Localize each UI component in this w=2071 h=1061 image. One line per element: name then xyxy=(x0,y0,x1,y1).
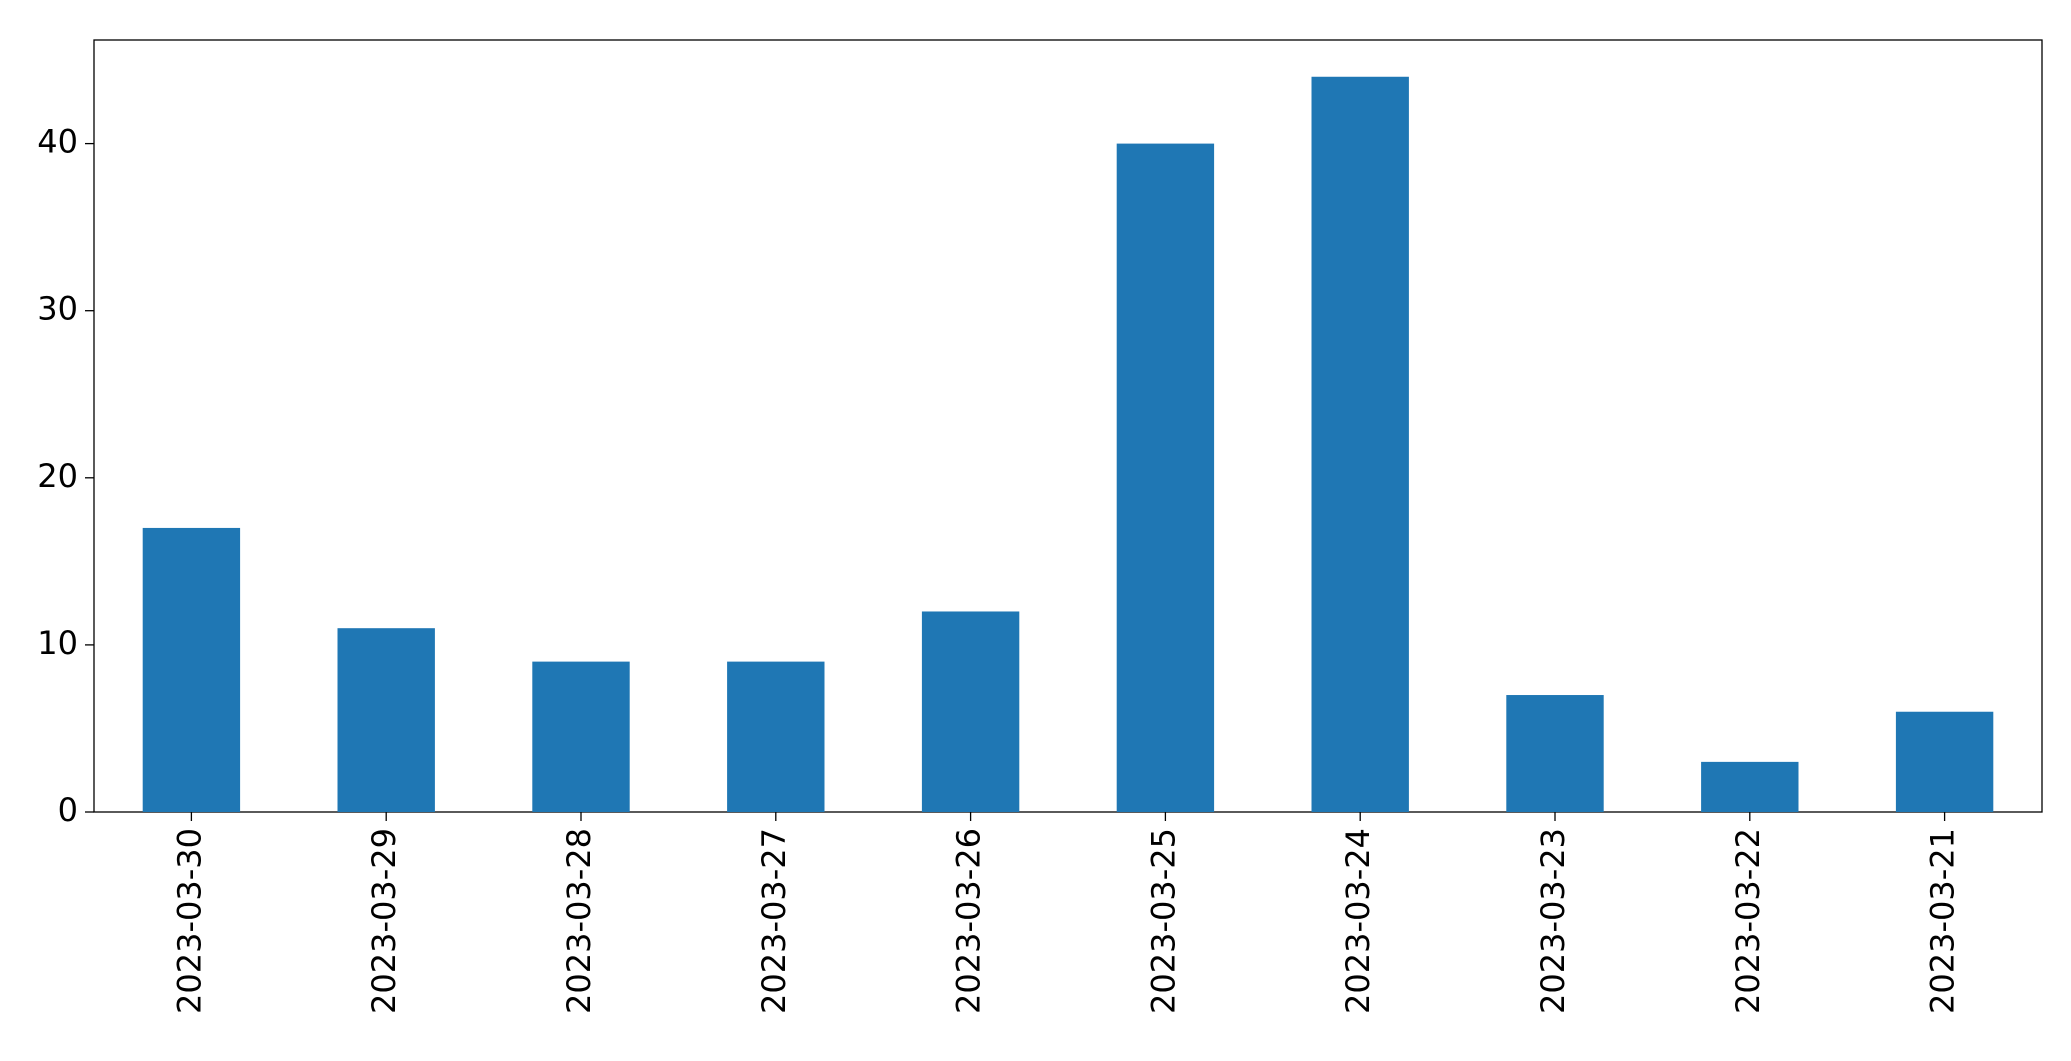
x-tick-label: 2023-03-22 xyxy=(1729,828,1767,1014)
y-tick-label: 10 xyxy=(37,624,78,662)
bar xyxy=(1506,695,1604,812)
y-tick-label: 0 xyxy=(58,791,78,829)
y-tick-label: 40 xyxy=(37,123,78,161)
x-tick-label: 2023-03-29 xyxy=(365,828,403,1014)
bar xyxy=(337,628,435,812)
x-tick-label: 2023-03-26 xyxy=(950,828,988,1014)
y-tick-label: 30 xyxy=(37,290,78,328)
x-tick-label: 2023-03-28 xyxy=(560,828,598,1014)
bar xyxy=(142,527,241,812)
x-tick-label: 2023-03-25 xyxy=(1144,828,1182,1014)
bar xyxy=(921,611,1020,812)
bar xyxy=(1311,76,1409,812)
x-tick-label: 2023-03-30 xyxy=(170,828,208,1014)
x-tick-label: 2023-03-21 xyxy=(1924,828,1962,1014)
bar xyxy=(1895,711,1994,812)
x-tick-label: 2023-03-23 xyxy=(1534,828,1572,1014)
plot-frame xyxy=(93,39,2043,813)
y-tick-label: 20 xyxy=(37,457,78,495)
bar xyxy=(532,661,630,812)
bar xyxy=(1116,143,1215,812)
bar xyxy=(727,661,825,812)
x-tick-label: 2023-03-24 xyxy=(1339,828,1377,1014)
bar xyxy=(1701,761,1799,812)
x-tick-label: 2023-03-27 xyxy=(755,828,793,1014)
